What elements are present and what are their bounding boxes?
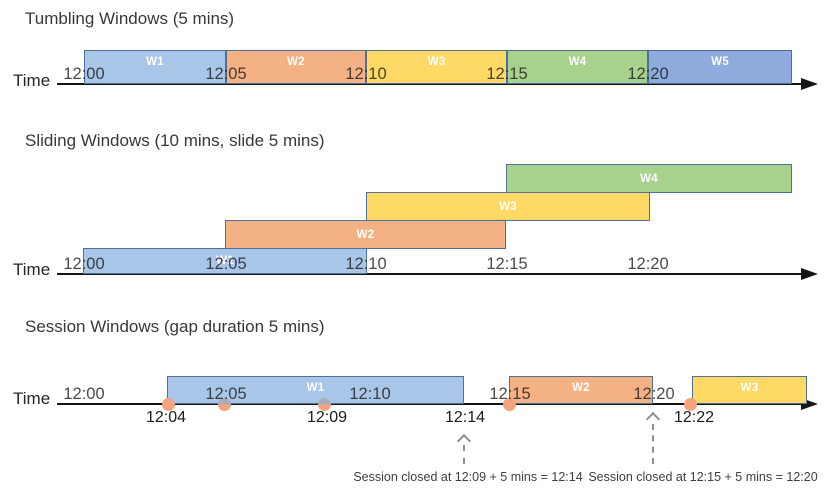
tumbling-tick-1210: 12:10 — [345, 65, 387, 83]
session-tick-1205: 12:05 — [205, 385, 247, 403]
event-label-1222: 12:22 — [673, 409, 715, 426]
tumbling-window-w3: W3 — [366, 50, 507, 84]
tumbling-axis — [57, 83, 805, 86]
session-tick-1210: 12:10 — [349, 385, 391, 403]
tumbling-time-label: Time — [13, 71, 51, 90]
session-close-annotation-2: Session closed at 12:15 + 5 mins = 12:20 — [588, 470, 818, 484]
tumbling-tick-1220: 12:20 — [627, 65, 669, 83]
session-tick-1220: 12:20 — [633, 385, 675, 403]
window-label: W3 — [499, 200, 517, 213]
sliding-window-w1: W1 — [83, 248, 367, 274]
sliding-tick-1215: 12:15 — [486, 255, 528, 273]
window-label: W3 — [427, 56, 446, 68]
sliding-window-w2: W2 — [225, 220, 506, 249]
tumbling-tick-1200: 12:00 — [63, 65, 105, 83]
sliding-title: Sliding Windows (10 mins, slide 5 mins) — [25, 131, 325, 150]
tumbling-window-w4: W4 — [507, 50, 648, 84]
sliding-tick-1210: 12:10 — [345, 255, 387, 273]
window-label: W2 — [287, 56, 305, 68]
session-window-w2: W2 — [509, 376, 653, 404]
sliding-time-label: Time — [13, 260, 51, 279]
window-label: W2 — [356, 228, 375, 241]
event-dot-1205 — [218, 398, 231, 411]
sliding-axis-arrow-icon — [801, 267, 818, 280]
dashed-arrow-line — [651, 424, 654, 464]
window-label: W4 — [640, 172, 658, 185]
event-label-1214: 12:14 — [444, 409, 486, 426]
dashed-arrow-line — [462, 445, 465, 464]
sliding-tick-1220: 12:20 — [627, 255, 669, 273]
sliding-tick-1200: 12:00 — [63, 255, 105, 273]
event-dot-1215 — [503, 398, 516, 411]
tumbling-window-w2: W2 — [226, 50, 366, 84]
tumbling-title: Tumbling Windows (5 mins) — [25, 9, 235, 28]
window-label: W1 — [306, 382, 325, 394]
window-label: W4 — [568, 56, 587, 68]
session-axis — [57, 403, 805, 406]
session-title: Session Windows (gap duration 5 mins) — [25, 317, 325, 336]
event-dot-1204 — [162, 398, 175, 411]
sliding-tick-1205: 12:05 — [205, 255, 247, 273]
tumbling-window-w1: W1 — [84, 50, 226, 84]
window-label: W1 — [216, 255, 234, 267]
session-tick-1200: 12:00 — [63, 385, 105, 403]
tumbling-tick-1205: 12:05 — [205, 65, 247, 83]
session-close-annotation-1: Session closed at 12:09 + 5 mins = 12:14 — [353, 470, 583, 484]
session-window-w1: W1 — [167, 376, 464, 404]
sliding-window-w3: W3 — [366, 192, 650, 221]
tumbling-tick-1215: 12:15 — [486, 65, 528, 83]
event-dot-1222 — [684, 398, 697, 411]
session-time-label: Time — [13, 389, 51, 408]
window-label: W3 — [740, 382, 759, 394]
tumbling-window-w5: W5 — [648, 50, 792, 84]
event-label-1209: 12:09 — [306, 409, 348, 426]
event-dot-1209 — [318, 398, 331, 411]
window-label: W5 — [711, 56, 729, 68]
event-label-1204: 12:04 — [145, 409, 187, 426]
window-label: W1 — [146, 56, 164, 68]
sliding-window-w4: W4 — [506, 164, 792, 193]
session-tick-1215: 12:15 — [489, 385, 531, 403]
window-label: W2 — [572, 382, 590, 394]
session-window-w3: W3 — [692, 376, 807, 404]
sliding-axis — [57, 273, 805, 276]
tumbling-axis-arrow-icon — [801, 77, 818, 90]
